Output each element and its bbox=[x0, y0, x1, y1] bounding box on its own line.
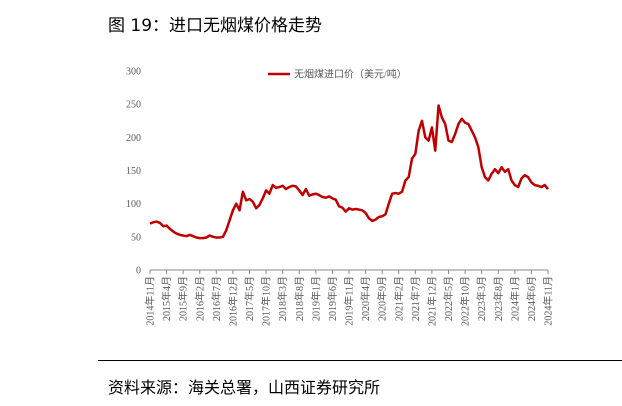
y-tick-label: 200 bbox=[126, 133, 141, 144]
x-tick-label: 2022年10月 bbox=[459, 276, 472, 326]
x-tick-label: 2016年7月 bbox=[210, 276, 223, 321]
source: 资料来源：海关总署，山西证券研究所 bbox=[108, 378, 381, 397]
x-tick-label: 2018年3月 bbox=[276, 276, 289, 321]
y-tick-label: 0 bbox=[136, 266, 141, 277]
chart: 0 50 100 150 200 250 300 2014年11月 2015年4月 2015年9月… bbox=[126, 67, 555, 327]
x-tick-label: 2024年1月 bbox=[508, 276, 521, 321]
y-tick-label: 50 bbox=[131, 232, 141, 243]
x-tick-label: 2015年4月 bbox=[160, 276, 173, 321]
x-tick-label: 2015年9月 bbox=[177, 276, 190, 321]
x-tick-label: 2019年11月 bbox=[343, 276, 356, 326]
x-tick-label: 2014年11月 bbox=[144, 276, 157, 326]
x-tick-label: 2016年12月 bbox=[226, 276, 239, 326]
x-tick-label: 2019年1月 bbox=[309, 276, 322, 321]
x-tick-label: 2020年4月 bbox=[359, 276, 372, 321]
x-tick-label: 2017年10月 bbox=[260, 276, 273, 326]
legend-label: 无烟煤进口价（美元/吨） bbox=[294, 68, 407, 81]
x-tick-label: 2021年2月 bbox=[392, 276, 405, 321]
x-tick-label: 2024年11月 bbox=[542, 276, 555, 326]
y-tick-label: 150 bbox=[126, 166, 141, 177]
figure-title: 图 19：进口无烟煤价格走势 bbox=[108, 16, 323, 36]
x-tick-label: 2023年8月 bbox=[492, 276, 505, 321]
rule bbox=[98, 360, 622, 361]
x-tick-label: 2022年5月 bbox=[442, 276, 455, 321]
x-tick-label: 2019年6月 bbox=[326, 276, 339, 321]
line bbox=[149, 104, 549, 240]
x-tick-label: 2016年2月 bbox=[193, 276, 206, 321]
x-tick-label: 2018年8月 bbox=[293, 276, 306, 321]
x-tick-label: 2024年6月 bbox=[525, 276, 538, 321]
x-tick-label: 2021年12月 bbox=[425, 276, 438, 326]
x-tick-label: 2017年5月 bbox=[243, 276, 256, 321]
y-tick-label: 250 bbox=[126, 100, 141, 111]
x-tick-label: 2023年3月 bbox=[475, 276, 488, 321]
x-tick-label: 2020年9月 bbox=[376, 276, 389, 321]
y-tick-label: 300 bbox=[126, 67, 141, 78]
y-tick-label: 100 bbox=[126, 199, 141, 210]
x-tick-label: 2021年7月 bbox=[409, 276, 422, 321]
